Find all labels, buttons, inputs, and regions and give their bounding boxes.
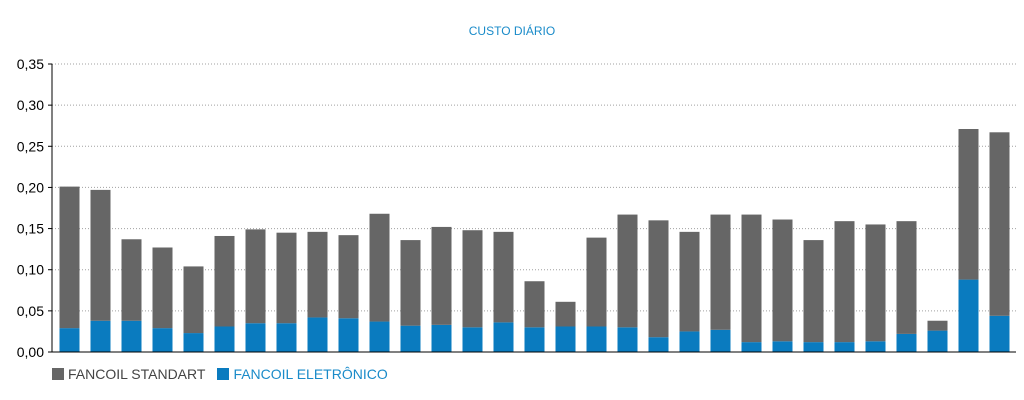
bar-segment-eletronico [648,337,669,352]
y-tick-label: 0,00 [17,344,44,360]
bar-segment-standart [555,301,576,327]
bar-segment-eletronico [307,317,328,352]
bar-segment-eletronico [431,324,452,352]
bar-segment-standart [338,235,359,319]
bar-segment-eletronico [400,325,421,352]
bar-segment-standart [59,186,80,329]
bar-segment-standart [307,231,328,318]
bar-segment-eletronico [152,328,173,352]
legend-swatch-standart [52,368,64,380]
bar-segment-standart [369,213,390,322]
bar-segment-eletronico [338,318,359,352]
bar-segment-standart [431,226,452,325]
y-tick-label: 0,05 [17,303,44,319]
bar-segment-eletronico [679,331,700,352]
bar-segment-eletronico [989,315,1010,352]
bar-segment-standart [927,320,948,331]
legend-label-eletronico: FANCOIL ELETRÔNICO [233,366,388,382]
bar-segment-eletronico [896,333,917,352]
bar-segment-standart [245,229,266,324]
bar-segment-standart [152,247,173,329]
bar-segment-standart [214,235,235,327]
bar-segment-eletronico [245,323,266,352]
bars [59,129,1010,352]
bar-segment-eletronico [927,330,948,352]
bar-segment-standart [183,266,204,334]
bar-segment-eletronico [524,327,545,352]
bar-segment-standart [90,189,111,321]
bar-segment-standart [772,219,793,342]
legend-item-eletronico: FANCOIL ELETRÔNICO [217,366,388,382]
bar-segment-standart [121,239,142,321]
bar-segment-standart [462,230,483,328]
y-tick-label: 0,25 [17,138,44,154]
bar-segment-eletronico [617,327,638,352]
bar-segment-standart [865,224,886,342]
bar-segment-standart [276,232,297,324]
bar-segment-standart [896,221,917,334]
bar-segment-standart [648,220,669,338]
bar-segment-eletronico [834,342,855,352]
bar-segment-eletronico [865,341,886,352]
bar-segment-eletronico [276,323,297,352]
bar-segment-standart [493,231,514,323]
bar-segment-standart [679,231,700,332]
bar-segment-standart [524,281,545,328]
bar-segment-standart [958,129,979,280]
bar-segment-eletronico [90,320,111,352]
bar-segment-eletronico [369,321,390,352]
bar-segment-standart [400,240,421,326]
bar-segment-standart [741,214,762,343]
bar-segment-eletronico [462,327,483,352]
y-tick-label: 0,10 [17,262,44,278]
y-tick-label: 0,35 [17,56,44,72]
bar-segment-eletronico [59,328,80,352]
bar-segment-standart [586,237,607,327]
bar-segment-eletronico [803,342,824,352]
legend-item-standart: FANCOIL STANDART [52,366,205,382]
y-tick-label: 0,20 [17,179,44,195]
bar-segment-standart [989,132,1010,316]
bar-segment-eletronico [710,329,731,352]
bar-segment-standart [710,214,731,330]
bar-segment-eletronico [741,342,762,352]
bar-segment-standart [834,221,855,343]
bar-segment-eletronico [121,320,142,352]
chart-title: CUSTO DIÁRIO [469,23,555,38]
legend-label-standart: FANCOIL STANDART [68,366,206,382]
legend-swatch-eletronico [217,368,230,380]
bar-segment-eletronico [493,322,514,352]
bar-segment-standart [803,240,824,343]
y-axis-tick-labels: 0,00 0,05 0,10 0,15 0,20 0,25 0,30 0,35 [17,56,52,360]
y-tick-label: 0,15 [17,221,44,237]
bar-segment-standart [617,214,638,328]
bar-segment-eletronico [586,326,607,352]
bar-segment-eletronico [214,326,235,352]
bar-segment-eletronico [183,333,204,352]
bar-segment-eletronico [958,279,979,352]
legend: FANCOIL STANDART FANCOIL ELETRÔNICO [52,366,388,382]
y-tick-label: 0,30 [17,97,44,113]
bar-chart: CUSTO DIÁRIO 0,00 0,05 0,10 0,15 0,20 0,25 0,3… [17,23,1016,360]
bar-segment-eletronico [555,326,576,352]
bar-segment-eletronico [772,341,793,352]
